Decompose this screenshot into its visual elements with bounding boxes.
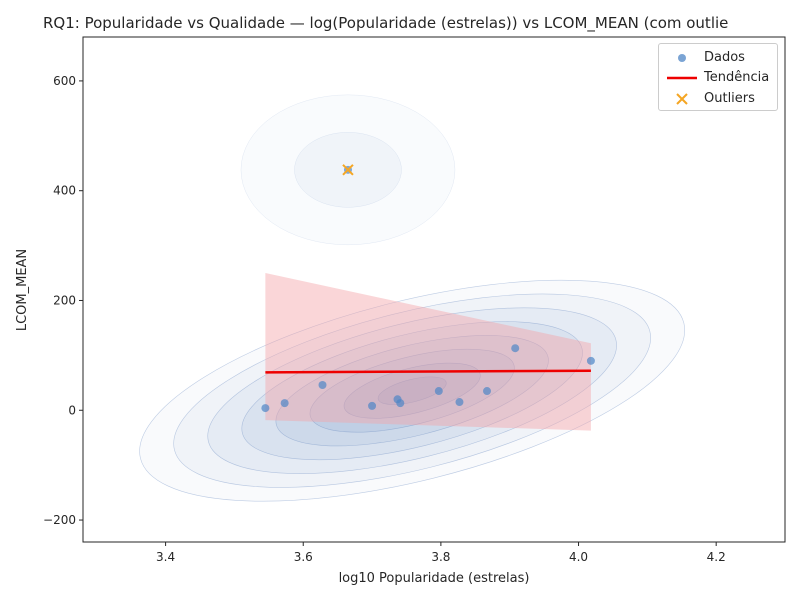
y-tick-label: 600 xyxy=(53,74,76,88)
y-axis-ticks: −200 0 200 400 600 xyxy=(43,74,83,527)
density-contour xyxy=(173,293,651,488)
density-contour xyxy=(275,335,549,447)
legend-item-dados: Dados xyxy=(659,48,777,68)
legend-item-outliers: Outliers xyxy=(659,89,777,109)
data-point xyxy=(434,387,443,396)
data-point xyxy=(280,399,289,408)
chart-title: RQ1: Popularidade vs Qualidade — log(Pop… xyxy=(43,14,728,33)
data-point xyxy=(511,344,520,353)
data-point xyxy=(261,404,270,413)
legend-label-outliers: Outliers xyxy=(704,91,755,106)
density-contour-outlier xyxy=(240,94,456,246)
x-tick-label: 3.6 xyxy=(294,550,313,564)
density-contour xyxy=(343,362,481,419)
y-tick-label: 200 xyxy=(53,293,76,307)
outlier-markers xyxy=(342,164,354,176)
confidence-band-area xyxy=(265,273,591,431)
y-axis-label: LCOM_MEAN xyxy=(15,249,30,331)
trend-line-segment xyxy=(265,369,591,374)
data-point xyxy=(396,399,405,408)
data-points xyxy=(261,165,595,413)
y-tick-label: 400 xyxy=(53,184,76,198)
x-tick-label: 4.2 xyxy=(707,550,726,564)
x-axis-ticks: 3.4 3.6 3.8 4.0 4.2 xyxy=(156,542,726,564)
data-point xyxy=(586,356,595,365)
data-point xyxy=(482,387,491,396)
legend-label-dados: Dados xyxy=(704,50,745,65)
confidence-band xyxy=(265,273,591,431)
legend-marker-line xyxy=(667,76,697,80)
data-point xyxy=(318,381,327,390)
x-tick-label: 3.4 xyxy=(156,550,175,564)
y-tick-label: 0 xyxy=(68,403,76,417)
trend-line xyxy=(265,369,591,374)
density-contour xyxy=(139,279,686,502)
x-tick-label: 4.0 xyxy=(569,550,588,564)
x-axis-label: log10 Popularidade (estrelas) xyxy=(339,571,530,586)
plot-frame xyxy=(82,36,786,543)
data-point xyxy=(455,398,464,407)
legend: Dados Tendência Outliers xyxy=(658,43,778,111)
legend-label-tendencia: Tendência xyxy=(704,70,770,85)
legend-marker-x xyxy=(676,93,688,105)
legend-marker-dot xyxy=(678,54,686,62)
data-point xyxy=(368,401,377,410)
outlier-marker xyxy=(342,164,354,176)
x-tick-label: 3.8 xyxy=(431,550,450,564)
density-contour xyxy=(241,321,583,461)
density-contour xyxy=(309,348,515,433)
y-tick-label: −200 xyxy=(43,513,76,527)
legend-item-tendencia: Tendência xyxy=(659,68,777,88)
